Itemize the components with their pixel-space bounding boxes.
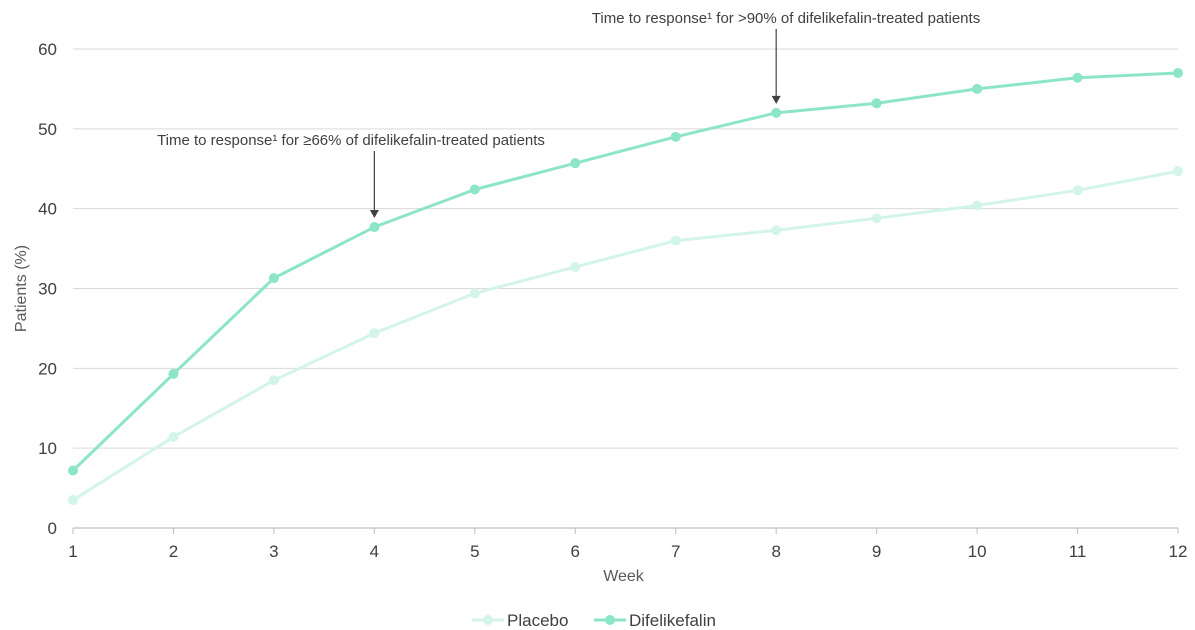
data-point-placebo	[1072, 185, 1083, 196]
x-tick-label: 5	[470, 542, 479, 561]
annotation: Time to response¹ for ≥66% of difelikefa…	[157, 132, 545, 219]
data-point-placebo	[168, 431, 179, 442]
legend-item-difelikefalin: Difelikefalin	[594, 611, 716, 630]
y-axis-title: Patients (%)	[13, 245, 30, 332]
data-point-difelikefalin	[268, 273, 279, 284]
annotation-label: Time to response¹ for >90% of difelikefa…	[592, 10, 980, 27]
data-point-difelikefalin	[871, 98, 882, 109]
data-point-difelikefalin	[972, 83, 983, 94]
x-tick-label: 9	[872, 542, 881, 561]
legend: Placebo Difelikefalin	[472, 611, 716, 630]
data-point-difelikefalin	[1173, 67, 1183, 78]
data-point-placebo	[68, 495, 78, 506]
annotation-arrowhead	[771, 95, 781, 104]
y-tick-label: 10	[38, 439, 57, 458]
data-point-placebo	[570, 261, 581, 272]
gridlines	[73, 48, 1178, 449]
y-tick-label: 20	[38, 359, 57, 378]
data-point-difelikefalin	[570, 158, 581, 169]
data-point-difelikefalin	[369, 222, 380, 233]
series-line-placebo	[72, 169, 1179, 502]
y-tick-label: 0	[48, 519, 57, 538]
data-point-difelikefalin	[68, 465, 78, 476]
legend-item-placebo: Placebo	[472, 611, 568, 630]
annotation: Time to response¹ for >90% of difelikefa…	[592, 10, 980, 104]
y-tick-label: 30	[38, 280, 57, 299]
data-point-placebo	[871, 213, 882, 224]
data-point-difelikefalin	[771, 107, 782, 118]
x-tick-label: 11	[1069, 542, 1087, 561]
series-difelikefalin	[68, 67, 1183, 476]
data-point-difelikefalin	[670, 131, 681, 142]
data-point-placebo	[268, 375, 279, 386]
series-line-difelikefalin	[71, 71, 1179, 472]
x-tick-label: 1	[68, 542, 77, 561]
y-tick-label: 50	[38, 120, 57, 139]
data-point-placebo	[771, 225, 782, 236]
data-point-difelikefalin	[168, 368, 179, 379]
x-tick-label: 3	[269, 542, 278, 561]
data-point-placebo	[1173, 166, 1183, 177]
x-tick-label: 7	[671, 542, 680, 561]
legend-label: Difelikefalin	[629, 611, 716, 630]
legend-swatch-marker	[483, 615, 493, 625]
annotations: Time to response¹ for ≥66% of difelikefa…	[157, 10, 980, 219]
annotation-label: Time to response¹ for ≥66% of difelikefa…	[157, 132, 545, 149]
data-point-difelikefalin	[1072, 72, 1083, 83]
y-tick-label: 40	[38, 200, 57, 219]
x-tick-label: 12	[1169, 542, 1188, 561]
x-tick-label: 2	[169, 542, 178, 561]
series-placebo	[68, 166, 1183, 506]
data-point-placebo	[369, 328, 380, 339]
data-point-placebo	[670, 235, 681, 246]
data-point-placebo	[972, 200, 983, 211]
data-point-placebo	[469, 288, 480, 299]
annotation-arrowhead	[369, 210, 379, 219]
x-tick-label: 4	[370, 542, 379, 561]
x-axis-title: Week	[603, 568, 645, 585]
series-lines	[68, 67, 1183, 506]
data-point-difelikefalin	[469, 184, 480, 195]
x-tick-label: 8	[771, 542, 780, 561]
legend-swatch-marker	[605, 615, 615, 625]
y-tick-label: 60	[38, 40, 57, 59]
x-tick-label: 6	[571, 542, 580, 561]
x-tick-label: 10	[968, 542, 987, 561]
legend-label: Placebo	[507, 611, 568, 630]
